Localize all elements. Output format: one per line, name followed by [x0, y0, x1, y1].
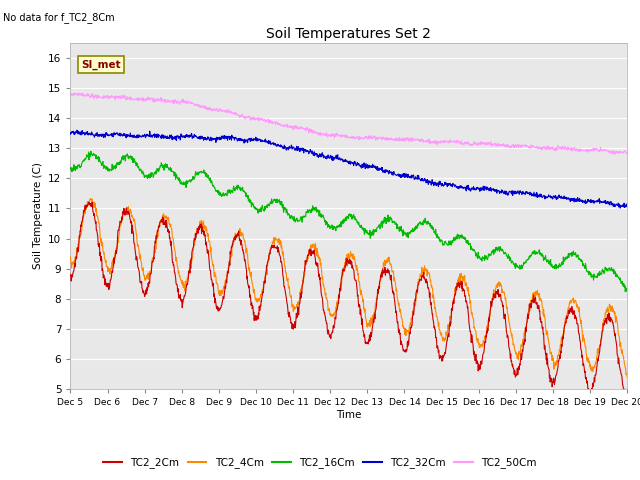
- Legend: TC2_2Cm, TC2_4Cm, TC2_16Cm, TC2_32Cm, TC2_50Cm: TC2_2Cm, TC2_4Cm, TC2_16Cm, TC2_32Cm, TC…: [99, 453, 541, 472]
- Y-axis label: Soil Temperature (C): Soil Temperature (C): [33, 163, 43, 269]
- Text: SI_met: SI_met: [81, 60, 121, 70]
- Title: Soil Temperatures Set 2: Soil Temperatures Set 2: [266, 27, 431, 41]
- Text: No data for f_TC2_8Cm: No data for f_TC2_8Cm: [3, 12, 115, 23]
- X-axis label: Time: Time: [336, 409, 362, 420]
